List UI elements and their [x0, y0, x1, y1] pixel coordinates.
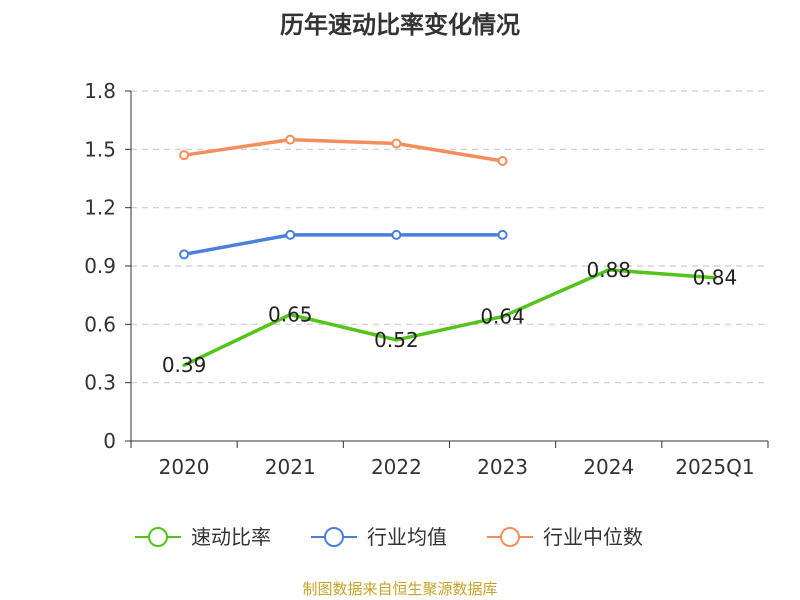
data-label: 0.64 — [480, 305, 525, 329]
source-footer: 制图数据来自恒生聚源数据库 — [302, 580, 497, 598]
grid-lines — [131, 90, 768, 384]
x-tick-label: 2025Q1 — [675, 455, 754, 479]
y-tick-label: 0.3 — [84, 371, 116, 395]
series-line-1 — [182, 233, 505, 257]
data-point[interactable] — [285, 229, 296, 240]
legend-marker-icon — [148, 527, 168, 547]
legend-item-2[interactable]: 行业中位数 — [487, 525, 643, 549]
axes: 0 0.3 0.6 0.9 1.2 1.5 1.8 2020 2021 2022 2023 2024 2… — [84, 79, 769, 479]
x-tick-label: 2022 — [371, 455, 422, 479]
y-tick-label: 1.5 — [84, 137, 116, 161]
legend-marker-icon — [324, 527, 344, 547]
data-point[interactable] — [497, 156, 508, 166]
x-tick-label: 2020 — [159, 455, 210, 479]
y-tick-label: 0.6 — [84, 312, 116, 336]
data-label: 0.84 — [693, 266, 738, 290]
data-point[interactable] — [391, 138, 402, 149]
data-point[interactable] — [285, 134, 296, 145]
legend-label: 速动比率 — [191, 525, 271, 549]
legend-label: 行业均值 — [367, 525, 447, 549]
data-label: 0.52 — [374, 328, 419, 352]
series-line-0 — [182, 268, 717, 367]
y-tick-label: 0.9 — [84, 254, 116, 278]
data-point[interactable] — [497, 229, 508, 240]
legend[interactable]: 速动比率 行业均值 行业中位数 — [135, 525, 643, 549]
legend-item-0[interactable]: 速动比率 — [135, 525, 271, 549]
x-tick-label: 2021 — [265, 455, 316, 479]
x-tick-label: 2023 — [477, 455, 528, 479]
data-label: 0.65 — [268, 303, 313, 327]
data-point[interactable] — [391, 229, 402, 240]
data-labels: 0.39 0.65 0.52 0.64 0.88 0.84 — [162, 258, 737, 377]
series-layer — [179, 134, 717, 367]
data-point[interactable] — [179, 150, 190, 161]
legend-item-1[interactable]: 行业均值 — [311, 525, 447, 549]
chart-title: 历年速动比率变化情况 — [280, 11, 520, 39]
data-label: 0.88 — [586, 258, 631, 282]
data-label: 0.39 — [162, 353, 207, 377]
data-point[interactable] — [179, 249, 190, 260]
y-tick-label: 1.2 — [84, 196, 116, 220]
series-line-2 — [182, 137, 505, 163]
x-tick-label: 2024 — [583, 455, 634, 479]
y-tick-label: 1.8 — [84, 79, 116, 103]
legend-marker-icon — [500, 527, 520, 547]
legend-label: 行业中位数 — [543, 525, 643, 549]
y-tick-label: 0 — [103, 429, 116, 453]
